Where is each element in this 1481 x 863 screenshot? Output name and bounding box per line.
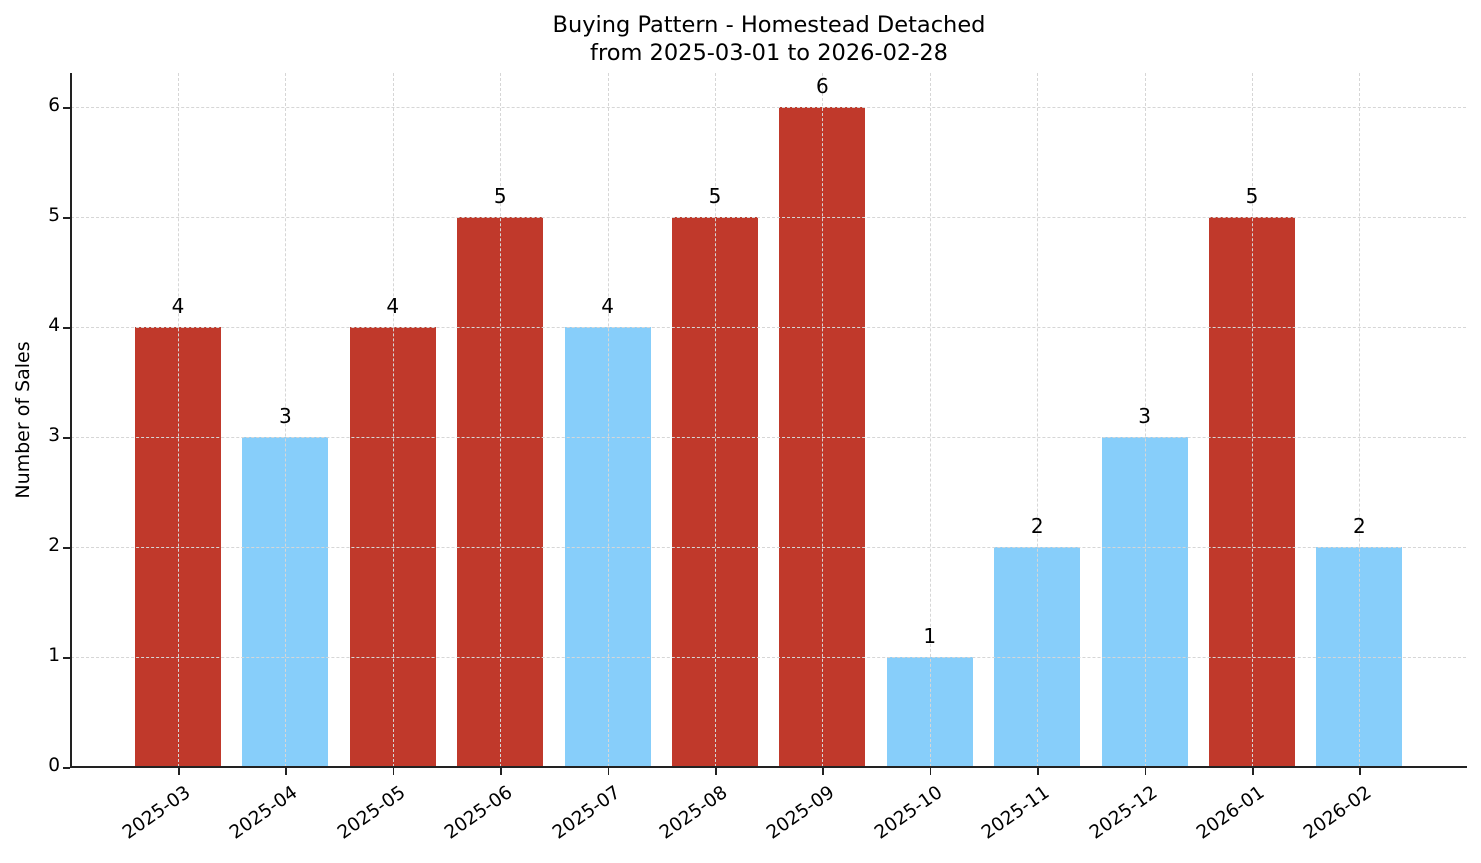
x-tick-mark — [392, 768, 395, 775]
gridline-vertical — [392, 73, 394, 767]
x-tick-mark — [607, 768, 610, 775]
bar-value-label: 1 — [923, 624, 937, 648]
plot-area: 4 3 4 5 4 5 6 1 2 3 5 2 — [71, 73, 1466, 767]
bar-value-label: 2 — [1030, 514, 1044, 538]
gridline-vertical — [1252, 73, 1253, 767]
x-tick-label: 2025-05 — [333, 782, 410, 844]
x-tick-label: 2025-11 — [978, 782, 1054, 844]
x-tick-label: 2025-04 — [226, 782, 302, 844]
x-tick-mark — [822, 768, 824, 775]
gridline-horizontal — [71, 657, 1466, 658]
chart-subtitle: from 2025-03-01 to 2026-02-28 — [590, 40, 948, 66]
y-tick-label: 3 — [48, 425, 60, 446]
x-tick-label: 2025-09 — [763, 782, 839, 844]
y-tick-mark — [63, 437, 70, 439]
y-axis-label: Number of Sales — [12, 341, 34, 499]
y-tick-mark — [63, 217, 70, 219]
bar-value-label: 6 — [816, 74, 829, 98]
gridline-vertical — [715, 73, 716, 767]
bar-value-label: 5 — [493, 184, 507, 208]
x-tick-mark — [1144, 768, 1147, 775]
gridline-horizontal — [71, 547, 1466, 548]
x-tick-mark — [1037, 768, 1039, 775]
y-tick-label: 6 — [48, 95, 60, 116]
x-tick-mark — [1359, 768, 1361, 775]
x-tick-label: 2025-10 — [870, 782, 947, 844]
bar-value-label: 4 — [386, 294, 400, 318]
x-tick-label: 2025-07 — [548, 782, 624, 844]
bar-value-label: 2 — [1353, 514, 1366, 538]
gridline-horizontal — [71, 217, 1466, 218]
y-tick-label: 5 — [48, 205, 60, 226]
x-tick-mark — [929, 768, 932, 775]
y-tick-mark — [63, 107, 70, 109]
x-tick-label: 2026-02 — [1300, 782, 1376, 844]
gridline-vertical — [1144, 73, 1146, 767]
gridline-vertical — [1037, 73, 1039, 767]
gridline-vertical — [178, 73, 179, 767]
gridline-vertical — [929, 73, 931, 767]
gridline-vertical — [822, 73, 824, 767]
x-tick-label: 2025-12 — [1085, 782, 1161, 844]
chart-title-main: Buying Pattern - Homestead Detached — [552, 12, 986, 38]
gridline-vertical — [607, 73, 609, 767]
gridline-horizontal — [71, 437, 1466, 438]
gridline-vertical — [1359, 73, 1361, 767]
x-tick-mark — [715, 768, 717, 775]
y-tick-label: 2 — [48, 535, 60, 556]
y-axis-spine — [70, 73, 72, 768]
gridline-vertical — [285, 73, 287, 767]
y-tick-mark — [63, 767, 70, 769]
x-tick-label: 2026-01 — [1192, 782, 1269, 844]
y-tick-mark — [63, 327, 70, 329]
bar-value-labels: 4 3 4 5 4 5 6 1 2 3 5 2 — [71, 73, 1466, 767]
x-tick-mark — [1252, 768, 1254, 775]
y-tick-label: 4 — [48, 315, 60, 336]
x-tick-mark — [285, 768, 287, 775]
bar-value-label: 3 — [1138, 404, 1151, 428]
bar-value-label: 4 — [601, 294, 614, 318]
chart-title: Buying Pattern - Homestead Detached from… — [0, 11, 1481, 67]
gridline-horizontal — [71, 327, 1466, 328]
y-tick-mark — [63, 547, 70, 549]
x-tick-mark — [178, 768, 180, 775]
bar-value-label: 4 — [171, 294, 185, 318]
x-axis-spine — [70, 766, 1467, 768]
y-tick-label: 1 — [48, 645, 60, 666]
x-tick-mark — [500, 768, 502, 775]
gridline-horizontal — [71, 107, 1466, 108]
bar-value-label: 5 — [1245, 184, 1259, 208]
gridlines — [71, 73, 1466, 767]
x-tick-label: 2025-03 — [118, 782, 195, 844]
y-tick-label: 0 — [48, 755, 60, 776]
y-tick-mark — [63, 657, 70, 659]
gridline-vertical — [500, 73, 502, 767]
x-tick-label: 2025-08 — [655, 782, 732, 844]
x-tick-label: 2025-06 — [441, 782, 517, 844]
bar-value-label: 3 — [279, 404, 292, 428]
bar-value-label: 5 — [708, 184, 722, 208]
